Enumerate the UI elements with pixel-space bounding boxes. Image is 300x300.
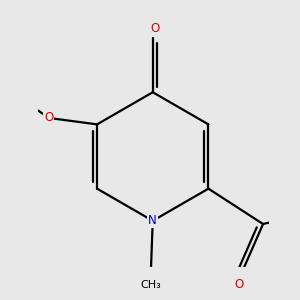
Text: O: O [234, 278, 243, 291]
Text: N: N [148, 214, 157, 227]
Text: O: O [44, 112, 53, 124]
Text: O: O [150, 22, 159, 35]
Text: CH₃: CH₃ [140, 280, 161, 290]
